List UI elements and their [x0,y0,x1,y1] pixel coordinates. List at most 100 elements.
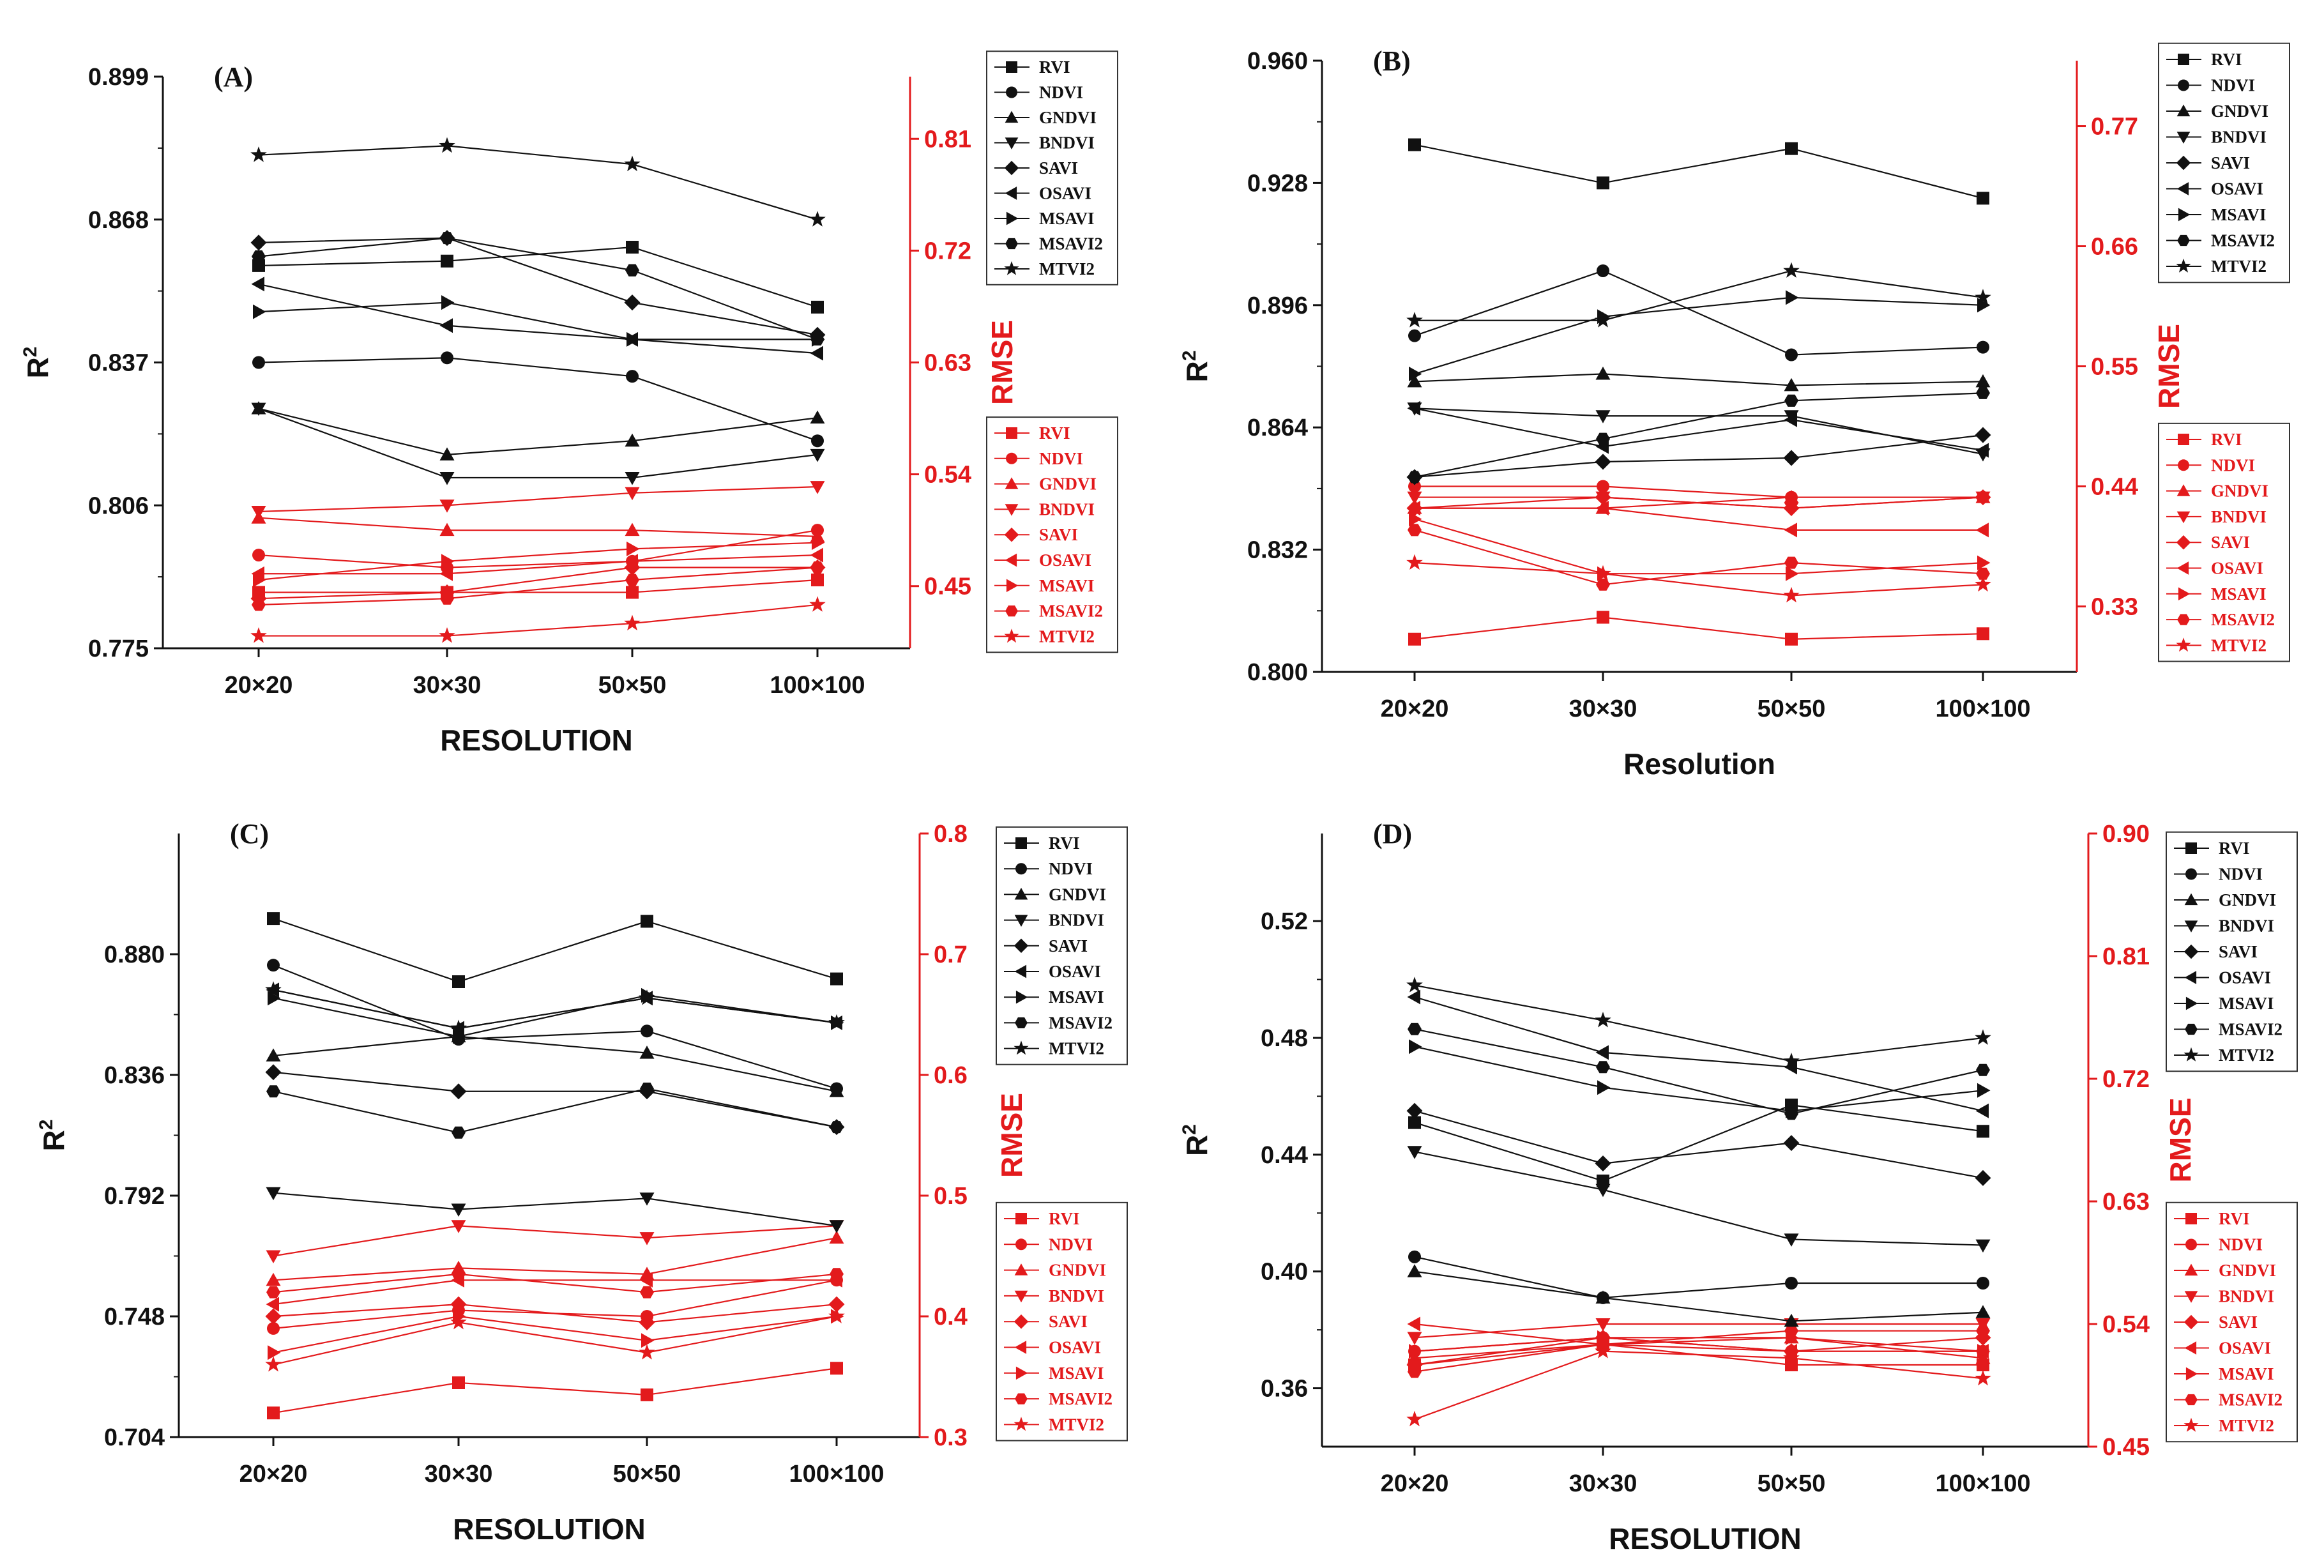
rmse-legend-label: RVI [1049,1209,1080,1228]
r2-legend-label: OSAVI [2219,968,2271,987]
rmse-point-mtvi2 [250,627,267,643]
y-axis-title-left-text: R [21,357,54,378]
r2-point-ndvi [1785,348,1798,362]
r2-point-gndvi [1784,1313,1799,1327]
r2-point-mtvi2 [828,1014,845,1030]
rmse-legend-label: OSAVI [2211,559,2263,578]
r2-legend-marker [1014,964,1027,978]
r2-point-bndvi [1595,410,1611,423]
rmse-line-msavi [258,542,818,581]
rmse-point-rvi [1977,627,1989,641]
rmse-legend-marker [2178,459,2189,471]
r2-legend-label: SAVI [2219,942,2258,961]
left-tick-label: 0.880 [104,941,165,968]
y-axis-title-left-sup: 2 [20,347,41,358]
rmse-line-savi [1414,496,1984,509]
r2-point-savi [265,1064,282,1081]
r2-point-gndvi [266,1048,281,1062]
rmse-legend-marker [1005,504,1019,516]
y-axis-title-left-text: R [37,1130,70,1151]
r2-point-mtvi2 [1783,262,1800,278]
r2-point-osavi [1407,989,1420,1005]
r2-legend-label: OSAVI [1039,184,1091,203]
r2-point-msavi2 [640,1083,654,1095]
rmse-point-savi [1783,500,1800,517]
r2-legend-marker [2184,971,2197,984]
rmse-line-rvi [259,579,818,593]
rmse-point-rvi [1597,611,1609,624]
x-tick-label: 50×50 [1758,1470,1826,1497]
rmse-line-mtvi2 [273,1315,837,1366]
r2-point-savi [624,294,641,311]
rmse-point-osavi [1407,501,1420,516]
r2-point-gndvi [639,1046,655,1059]
r2-point-rvi [641,915,653,928]
left-tick-label: 0.775 [88,636,149,662]
r2-point-mtvi2 [1595,312,1611,328]
rmse-legend-label: MTVI2 [2211,636,2267,655]
r2-point-bndvi [439,471,455,485]
right-tick-label: 0.6 [934,1062,968,1089]
rmse-point-osavi [1784,1344,1797,1359]
r2-legend-marker [2178,54,2189,65]
r2-legend-marker [2176,104,2191,117]
rmse-legend-label: BNDVI [1049,1286,1104,1305]
r2-legend-marker [1015,990,1028,1004]
r2-legend-label: MSAVI2 [1049,1013,1113,1032]
r2-legend-marker [1015,863,1027,875]
r2-line-bndvi [273,1192,837,1227]
rmse-point-osavi [639,1272,653,1288]
r2-point-msavi2 [1408,471,1422,483]
rmse-line-rvi [1414,616,1984,640]
rmse-line-savi [258,567,817,600]
rmse-point-ndvi [1597,480,1609,493]
x-tick-label: 50×50 [1758,696,1826,722]
rmse-legend-marker [1014,1417,1029,1431]
rmse-legend-marker [1015,1213,1027,1224]
rmse-legend-label: GNDVI [2211,482,2268,501]
r2-line-mtvi2 [273,989,837,1030]
r2-line-savi [1414,1110,1984,1179]
rmse-legend-label: SAVI [2211,533,2250,552]
rmse-legend-marker [1015,1366,1028,1380]
rmse-point-msavi2 [640,1286,654,1298]
r2-point-rvi [1977,192,1989,205]
r2-point-ndvi [267,959,280,972]
rmse-legend-marker [2177,614,2190,625]
right-tick-label: 0.45 [924,574,971,600]
left-tick-label: 0.40 [1261,1259,1308,1286]
r2-legend-marker [1006,211,1019,225]
rmse-legend-label: MSAVI [2219,1364,2274,1383]
x-tick-label: 100×100 [789,1461,885,1488]
r2-point-mtvi2 [1783,1053,1800,1069]
r2-point-bndvi [810,448,825,462]
r2-point-msavi2 [452,1126,466,1139]
right-tick-label: 0.63 [2102,1189,2150,1215]
r2-point-mtvi2 [265,981,282,997]
rmse-point-msavi [1409,1344,1422,1359]
rmse-point-msavi2 [1976,1325,1990,1337]
y-axis-title-left-sup: 2 [1179,351,1200,362]
x-axis-title: RESOLUTION [1609,1522,1802,1555]
rmse-line-mtvi2 [1414,562,1984,597]
r2-legend-label: NDVI [2211,76,2255,95]
rmse-legend-marker [2176,637,2191,652]
r2-line-rvi [273,918,837,983]
rmse-point-mtvi2 [639,1344,655,1360]
rmse-point-msavi2 [266,1286,280,1298]
rmse-line-gndvi [258,517,818,537]
r2-legend-label: MTVI2 [2211,257,2267,276]
y-axis-title-left: R2 [1179,1124,1213,1156]
x-tick-label: 30×30 [413,672,482,699]
rmse-point-bndvi [1595,1318,1611,1332]
r2-legend-label: MTVI2 [2219,1046,2274,1065]
r2-line-osavi [258,283,818,354]
left-tick-label: 0.899 [88,64,149,91]
r2-point-bndvi [1975,1239,1991,1253]
r2-legend-marker [1005,110,1019,123]
rmse-point-mtvi2 [624,614,641,630]
r2-point-mtvi2 [1406,977,1423,993]
rmse-legend-marker [2176,511,2191,524]
r2-point-osavi [1975,1103,1989,1118]
